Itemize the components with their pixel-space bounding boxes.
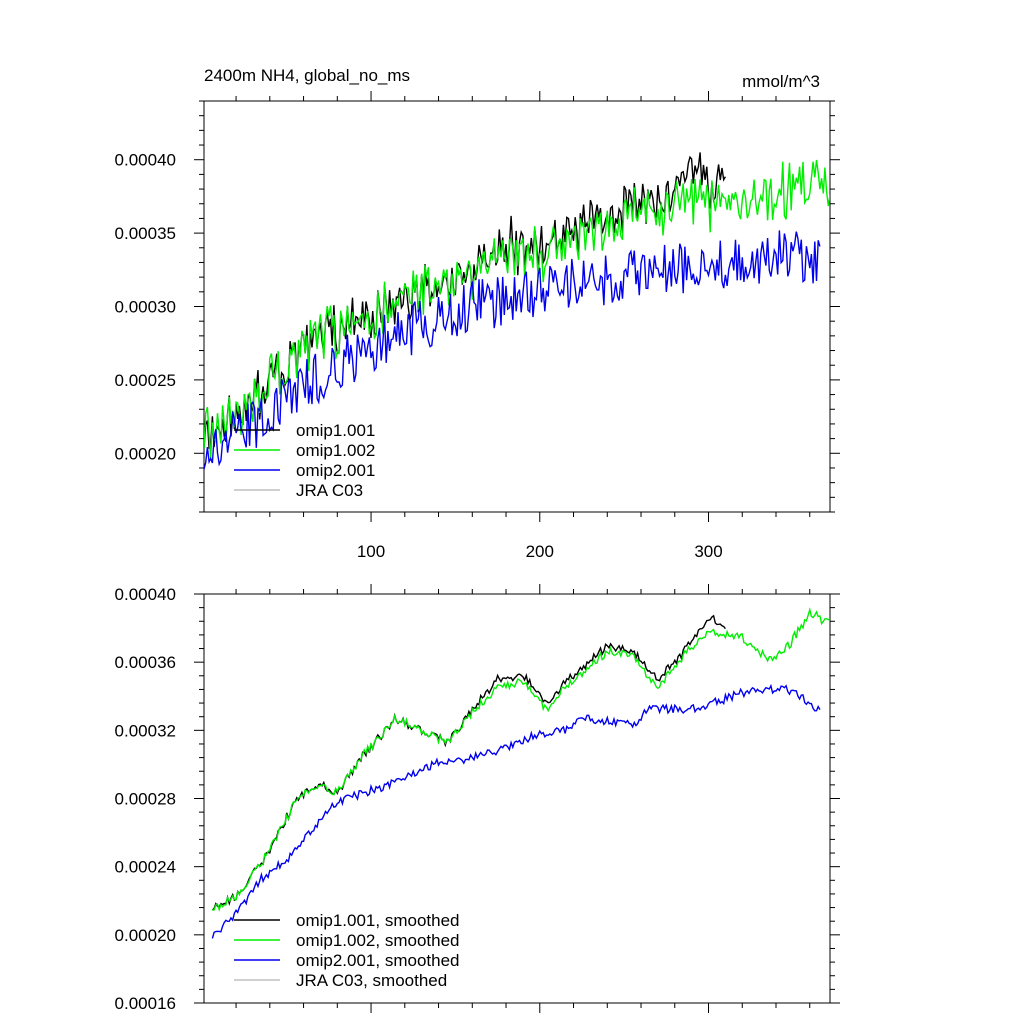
y-tick-label: 0.00024 — [115, 858, 176, 877]
y-tick-label: 0.00028 — [115, 790, 176, 809]
y-tick-label: 0.00020 — [115, 926, 176, 945]
x-tick-label: 300 — [694, 542, 722, 561]
y-tick-label: 0.00025 — [115, 371, 176, 390]
bottom-panel: 0.00016 0.00020 0.00024 0.00028 0.00032 0.000… — [115, 584, 840, 1013]
series-line-omip1-001-smoothed — [211, 614, 726, 911]
units-label: mmol/m^3 — [742, 72, 820, 91]
legend-label: omip2.001, smoothed — [296, 951, 460, 970]
y-tick-label: 0.00016 — [115, 994, 176, 1013]
legend-label: JRA C03, smoothed — [296, 971, 447, 990]
x-tick-label: 200 — [526, 542, 554, 561]
chart-title: 2400m NH4, global_no_ms — [204, 66, 410, 85]
legend-label: omip1.001 — [296, 421, 375, 440]
y-tick-label: 0.00032 — [115, 721, 176, 740]
series-line-omip2-001-smoothed — [211, 683, 821, 939]
legend-label: omip1.002 — [296, 441, 375, 460]
series-line-omip1-002 — [204, 159, 830, 459]
series-line-omip2-001 — [204, 230, 821, 470]
series-line-omip1-002-smoothed — [212, 607, 830, 912]
y-tick-label: 0.00020 — [115, 444, 176, 463]
legend-label: omip1.001, smoothed — [296, 911, 460, 930]
legend-label: omip1.002, smoothed — [296, 931, 460, 950]
legend-label: JRA C03 — [296, 481, 363, 500]
y-tick-label: 0.00040 — [115, 151, 176, 170]
y-tick-label: 0.00040 — [115, 585, 176, 604]
y-tick-label: 0.00030 — [115, 298, 176, 317]
top-panel: 100 200 300 0.00020 0.00025 0.00030 0.00035 0.0… — [115, 66, 840, 561]
legend-label: omip2.001 — [296, 461, 375, 480]
y-tick-label: 0.00036 — [115, 653, 176, 672]
y-tick-label: 0.00035 — [115, 224, 176, 243]
x-tick-label: 100 — [357, 542, 385, 561]
